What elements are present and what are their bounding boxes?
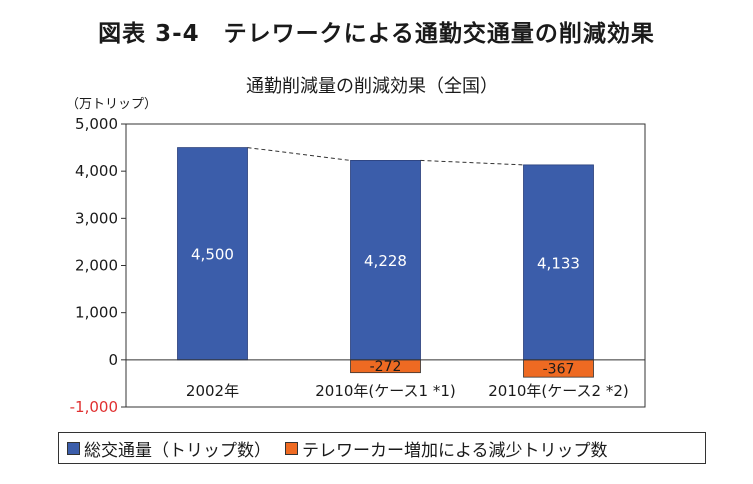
bar-label-reduction: -367	[543, 361, 575, 377]
figure-title: 図表 3-4 テレワークによる通勤交通量の削減効果	[98, 21, 655, 47]
bar-label-total: 4,500	[191, 246, 234, 264]
connectors	[247, 147, 524, 166]
category-label: 2010年(ケース1 *1)	[315, 382, 455, 400]
y-ticks: 5,000 4,000 3,000 2,000 1,000 0 -1,000	[70, 115, 126, 416]
legend-label-reduction: テレワーカー増加による減少トリップ数	[302, 440, 608, 461]
bars	[177, 147, 594, 378]
bar-label-reduction: -272	[370, 359, 402, 375]
bar-total	[177, 147, 248, 361]
bar-label-total: 4,228	[364, 252, 407, 270]
connector-line	[247, 147, 351, 161]
legend-label-total: 総交通量（トリップ数）	[84, 440, 271, 461]
legend: 総交通量（トリップ数） テレワーカー増加による減少トリップ数	[58, 432, 706, 464]
chart-title: 通勤削減量の削減効果（全国）	[246, 76, 498, 97]
category-labels: 2002年 2010年(ケース1 *1) 2010年(ケース2 *2)	[186, 382, 629, 400]
y-tick-label: 5,000	[75, 115, 118, 133]
legend-item-reduction: テレワーカー増加による減少トリップ数	[271, 436, 608, 461]
category-label: 2010年(ケース2 *2)	[488, 382, 628, 400]
category-label: 2002年	[186, 382, 239, 400]
bar-chart: 通勤削減量の削減効果（全国） （万トリップ） 5,000 4,000 3,000 2,…	[66, 76, 646, 416]
legend-swatch-total	[67, 441, 80, 455]
y-axis-label: （万トリップ）	[66, 97, 157, 112]
y-tick-label: 0	[108, 351, 118, 369]
y-tick-label: 4,000	[75, 162, 118, 180]
legend-swatch-reduction	[285, 441, 298, 455]
y-tick-label: 3,000	[75, 209, 118, 227]
bar-total	[523, 164, 594, 361]
bar-label-total: 4,133	[537, 254, 580, 272]
connector-line	[420, 159, 524, 166]
y-tick-label: -1,000	[70, 398, 118, 416]
y-tick-label: 1,000	[75, 304, 118, 322]
bar-labels: 4,500 4,228 -272 4,133 -367	[191, 246, 580, 378]
legend-item-total: 総交通量（トリップ数）	[67, 436, 271, 461]
bar-total	[350, 160, 421, 361]
y-tick-label: 2,000	[75, 257, 118, 275]
